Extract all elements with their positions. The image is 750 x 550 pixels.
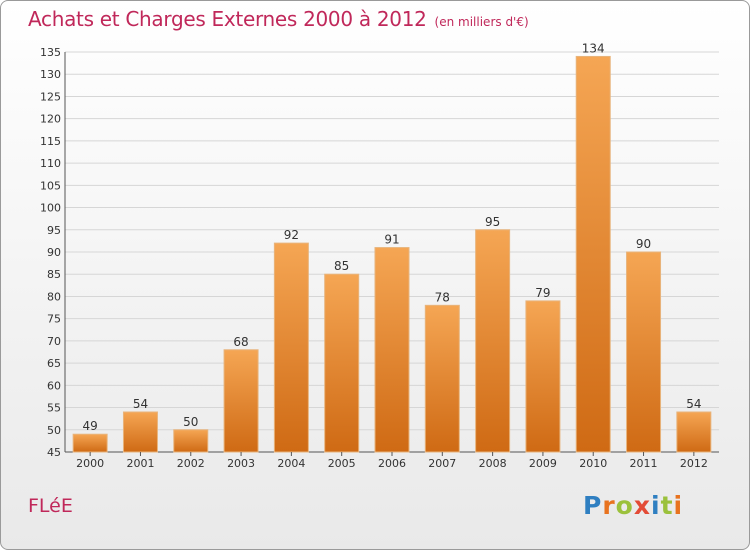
logo-letter: x — [633, 491, 651, 520]
x-tick-label: 2006 — [378, 457, 406, 470]
x-tick-label: 2004 — [277, 457, 305, 470]
bar — [122, 411, 158, 453]
bar — [525, 300, 561, 453]
chart-unit-label: (en milliers d'€) — [434, 15, 529, 29]
bar-value-label: 92 — [284, 228, 299, 242]
bar-value-label: 95 — [485, 215, 500, 229]
bar — [324, 273, 360, 453]
bar — [475, 229, 511, 453]
x-tick-label: 2009 — [529, 457, 557, 470]
y-tick-label: 110 — [40, 157, 61, 170]
x-tick-label: 2010 — [579, 457, 607, 470]
y-tick-label: 45 — [47, 446, 61, 459]
y-tick-label: 90 — [47, 246, 61, 259]
x-tick-label: 2002 — [177, 457, 205, 470]
y-tick-label: 135 — [40, 46, 61, 59]
bar-value-label: 49 — [83, 419, 98, 433]
bar — [575, 55, 611, 453]
bar — [223, 349, 259, 453]
bar-value-label: 54 — [686, 397, 701, 411]
commune-name: FLéE — [28, 495, 73, 517]
x-tick-label: 2001 — [126, 457, 154, 470]
x-tick-label: 2012 — [680, 457, 708, 470]
bar-value-label: 79 — [535, 286, 550, 300]
logo-letter: i — [651, 491, 661, 520]
logo-letter: i — [673, 491, 684, 520]
bar-value-label: 54 — [133, 397, 148, 411]
bar-value-label: 90 — [636, 237, 651, 251]
y-tick-label: 80 — [47, 290, 61, 303]
chart-title-text: Achats et Charges Externes 2000 à 2012 — [28, 7, 427, 31]
y-tick-label: 50 — [47, 424, 61, 437]
y-tick-label: 70 — [47, 335, 61, 348]
x-tick-label: 2011 — [630, 457, 658, 470]
logo-letter: P — [583, 491, 603, 520]
x-tick-label: 2008 — [479, 457, 507, 470]
y-tick-label: 120 — [40, 113, 61, 126]
y-tick-label: 130 — [40, 68, 61, 81]
bar-value-label: 78 — [435, 290, 450, 304]
x-tick-label: 2005 — [328, 457, 356, 470]
bar-value-label: 85 — [334, 259, 349, 273]
y-tick-label: 65 — [47, 357, 61, 370]
y-tick-label: 75 — [47, 313, 61, 326]
y-tick-label: 125 — [40, 90, 61, 103]
y-tick-label: 115 — [40, 135, 61, 148]
chart-title: Achats et Charges Externes 2000 à 2012 (e… — [28, 7, 529, 31]
bar — [374, 247, 410, 453]
logo-letter: t — [660, 491, 674, 520]
x-tick-label: 2003 — [227, 457, 255, 470]
y-tick-label: 60 — [47, 379, 61, 392]
bar — [72, 433, 108, 453]
y-tick-label: 95 — [47, 224, 61, 237]
y-tick-label: 85 — [47, 268, 61, 281]
bar — [626, 251, 662, 453]
bar-value-label: 134 — [582, 41, 605, 55]
y-tick-label: 105 — [40, 179, 61, 192]
bar — [273, 242, 309, 453]
bar — [676, 411, 712, 453]
x-tick-label: 2000 — [76, 457, 104, 470]
logo-letter: r — [602, 491, 616, 520]
bar-value-label: 91 — [384, 233, 399, 247]
x-tick-label: 2007 — [428, 457, 456, 470]
bar-value-label: 68 — [233, 335, 248, 349]
logo-letter: o — [615, 491, 634, 520]
bar-value-label: 50 — [183, 415, 198, 429]
y-tick-label: 55 — [47, 402, 61, 415]
proxiti-logo: Proxiti — [583, 491, 683, 520]
bar — [424, 304, 460, 453]
y-tick-label: 100 — [40, 202, 61, 215]
bar — [173, 429, 209, 453]
